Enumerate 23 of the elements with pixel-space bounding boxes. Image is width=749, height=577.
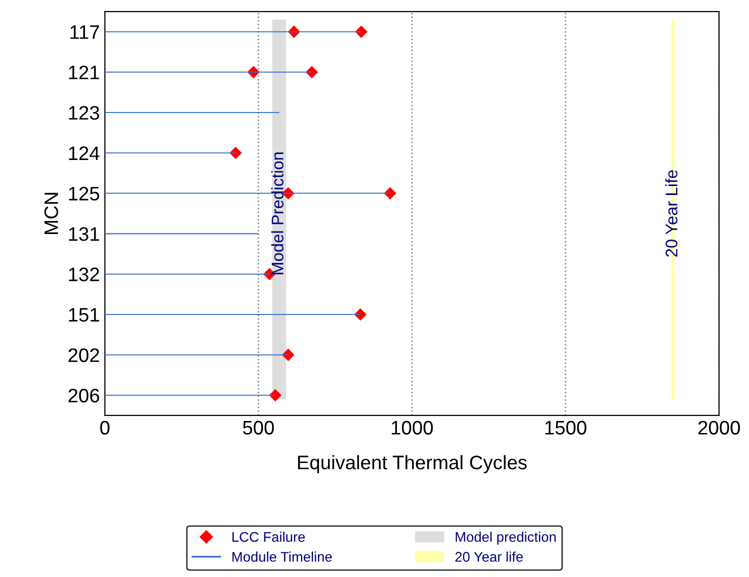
y-tick-label: 132 — [69, 268, 100, 282]
y-tick-label: 131 — [69, 227, 100, 241]
legend-label: 20 Year life — [455, 552, 523, 562]
y-tick-label: 117 — [70, 25, 100, 39]
y-tick-label: 123 — [69, 106, 100, 120]
y-tick-label: 121 — [69, 66, 100, 80]
x-tick-label: 2000 — [698, 420, 740, 435]
legend-label: Model prediction — [456, 532, 556, 545]
x-axis-title: Equivalent Thermal Cycles — [298, 455, 527, 474]
x-tick-label: 1500 — [545, 420, 586, 435]
x-tick-label: 0 — [100, 420, 110, 435]
y-tick-label: 125 — [69, 186, 100, 201]
x-tick-label: 1000 — [392, 420, 433, 435]
y-tick-label: 202 — [68, 348, 100, 362]
y-axis-title: MCN — [44, 192, 58, 234]
y-tick-label: 206 — [68, 388, 100, 402]
y-tick-label: 124 — [69, 146, 100, 160]
x-tick-label: 500 — [242, 420, 274, 435]
legend-label: LCC Failure — [232, 532, 305, 542]
y-tick-label: 151 — [69, 308, 100, 322]
legend-label: Module Timeline — [232, 552, 332, 562]
annotation: Model Prediction — [271, 152, 284, 274]
annotation: 20 Year Life — [665, 170, 678, 257]
